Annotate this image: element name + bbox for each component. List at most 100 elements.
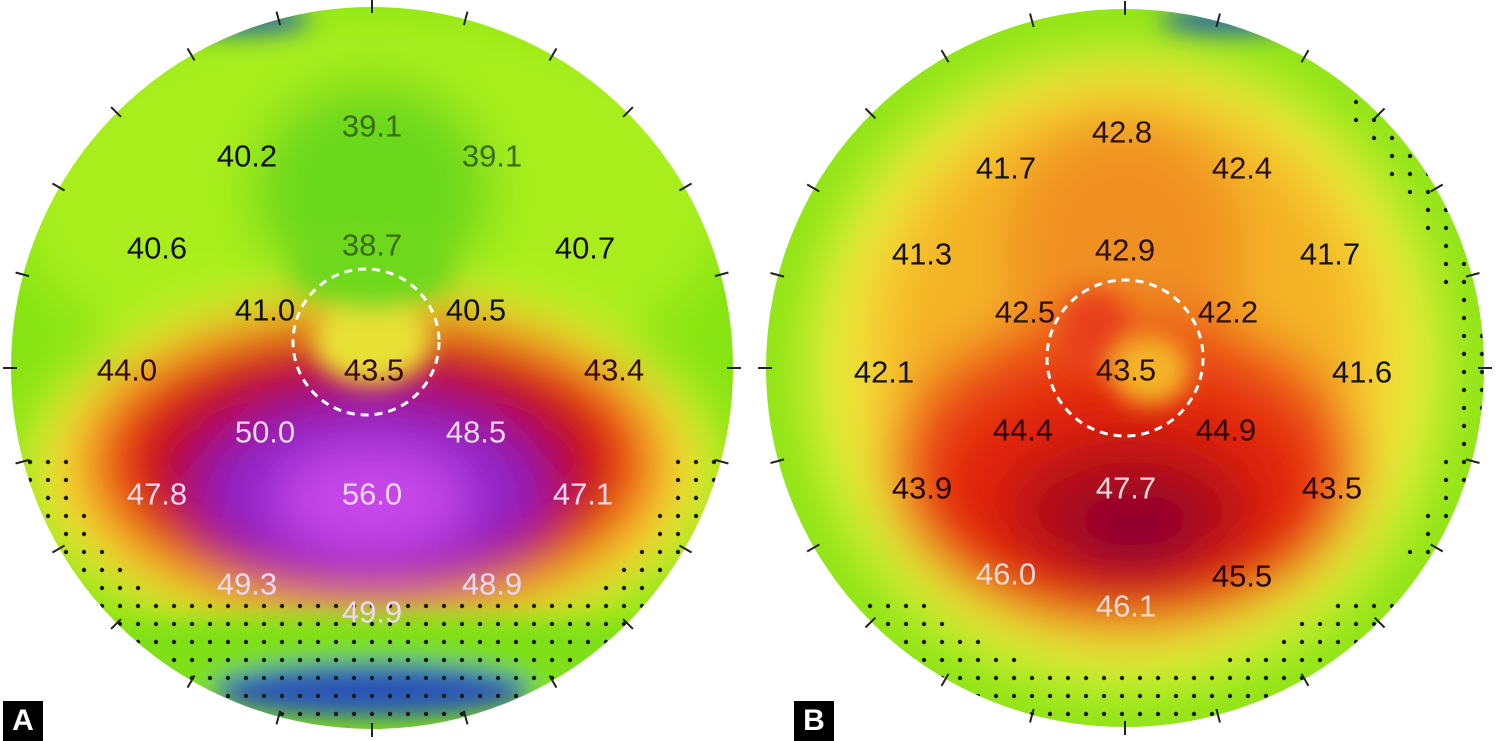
grid-dot: [117, 621, 123, 627]
grid-dot: [1011, 693, 1017, 699]
value-label: 42.8: [1091, 114, 1153, 150]
value-label: 42.4: [1211, 150, 1273, 186]
grid-dot: [1479, 369, 1485, 375]
grid-dot: [1047, 675, 1053, 681]
grid-dot: [1011, 675, 1017, 681]
grid-dot: [1065, 675, 1071, 681]
value-label: 40.5: [445, 292, 507, 328]
grid-dot: [1101, 693, 1107, 699]
tick-mark: [110, 106, 122, 118]
grid-dot: [1461, 369, 1467, 375]
grid-dot: [387, 603, 393, 609]
grid-dot: [63, 459, 69, 465]
grid-dot: [1029, 693, 1035, 699]
grid-dot: [207, 657, 213, 663]
grid-dot: [333, 675, 339, 681]
grid-dot: [1389, 153, 1395, 159]
grid-dot: [1425, 549, 1431, 555]
tick-mark: [1300, 49, 1310, 63]
value-label: 43.5: [1301, 470, 1363, 506]
grid-dot: [1173, 675, 1179, 681]
value-label: 50.0: [234, 414, 296, 450]
grid-dot: [261, 603, 267, 609]
grid-dot: [567, 621, 573, 627]
tick-mark: [15, 458, 30, 465]
value-label: 46.1: [1095, 588, 1157, 624]
grid-dot: [693, 477, 699, 483]
grid-dot: [225, 639, 231, 645]
panel-label-a: A: [3, 701, 43, 741]
grid-dot: [495, 639, 501, 645]
value-label: 42.9: [1094, 232, 1156, 268]
tick-mark: [548, 674, 558, 689]
grid-dot: [675, 477, 681, 483]
grid-dot: [585, 603, 591, 609]
grid-dot: [549, 657, 555, 663]
grid-dot: [225, 657, 231, 663]
grid-dot: [1263, 675, 1269, 681]
grid-dot: [693, 513, 699, 519]
topography-map-a: 39.1 40.2 39.1 38.7 40.6 40.7 41.0 40.5 …: [3, 0, 741, 741]
grid-dot: [63, 495, 69, 501]
grid-dot: [279, 711, 285, 717]
value-label: 43.4: [583, 352, 645, 388]
grid-dot: [369, 675, 375, 681]
value-label: 44.4: [992, 412, 1054, 448]
tick-mark: [864, 107, 877, 120]
tick-mark: [770, 458, 785, 464]
grid-dot: [207, 675, 213, 681]
map-b-tick-marks: [758, 1, 1492, 735]
grid-dot: [675, 531, 681, 537]
grid-dot: [1191, 675, 1197, 681]
grid-dot: [1443, 477, 1449, 483]
grid-dot: [657, 549, 663, 555]
grid-dot: [621, 603, 627, 609]
grid-dot: [903, 603, 909, 609]
grid-dot: [279, 693, 285, 699]
grid-dot: [549, 639, 555, 645]
grid-dot: [45, 477, 51, 483]
grid-dot: [297, 693, 303, 699]
grid-dot: [1299, 639, 1305, 645]
grid-dot: [621, 567, 627, 573]
grid-dot: [1461, 459, 1467, 465]
tick-mark: [186, 674, 196, 689]
grid-dot: [1407, 189, 1413, 195]
grid-dot: [1443, 513, 1449, 519]
grid-dot: [117, 603, 123, 609]
value-label: 40.6: [126, 230, 188, 266]
grid-dot: [1353, 621, 1359, 627]
tick-mark: [1465, 272, 1480, 278]
grid-dot: [225, 675, 231, 681]
grid-dot: [1425, 225, 1431, 231]
grid-dot: [1371, 603, 1377, 609]
grid-dot: [171, 639, 177, 645]
grid-dot: [441, 639, 447, 645]
grid-dot: [135, 603, 141, 609]
grid-dot: [189, 639, 195, 645]
grid-dot: [1029, 675, 1035, 681]
grid-dot: [639, 567, 645, 573]
grid-dot: [315, 603, 321, 609]
grid-dot: [315, 639, 321, 645]
map-b-color-field: [765, 8, 1485, 728]
grid-dot: [279, 621, 285, 627]
grid-dot: [333, 657, 339, 663]
grid-dot: [549, 621, 555, 627]
value-label: 49.9: [341, 594, 403, 630]
tick-mark: [51, 182, 66, 192]
grid-dot: [1227, 675, 1233, 681]
grid-dot: [171, 657, 177, 663]
grid-dot: [243, 603, 249, 609]
tick-mark: [1373, 107, 1386, 120]
tick-mark: [1430, 183, 1444, 193]
grid-dot: [369, 711, 375, 717]
grid-dot: [1335, 621, 1341, 627]
tick-mark: [770, 272, 785, 278]
grid-dot: [315, 657, 321, 663]
grid-dot: [585, 621, 591, 627]
grid-dot: [423, 711, 429, 717]
grid-dot: [387, 711, 393, 717]
grid-dot: [939, 621, 945, 627]
grid-dot: [333, 621, 339, 627]
